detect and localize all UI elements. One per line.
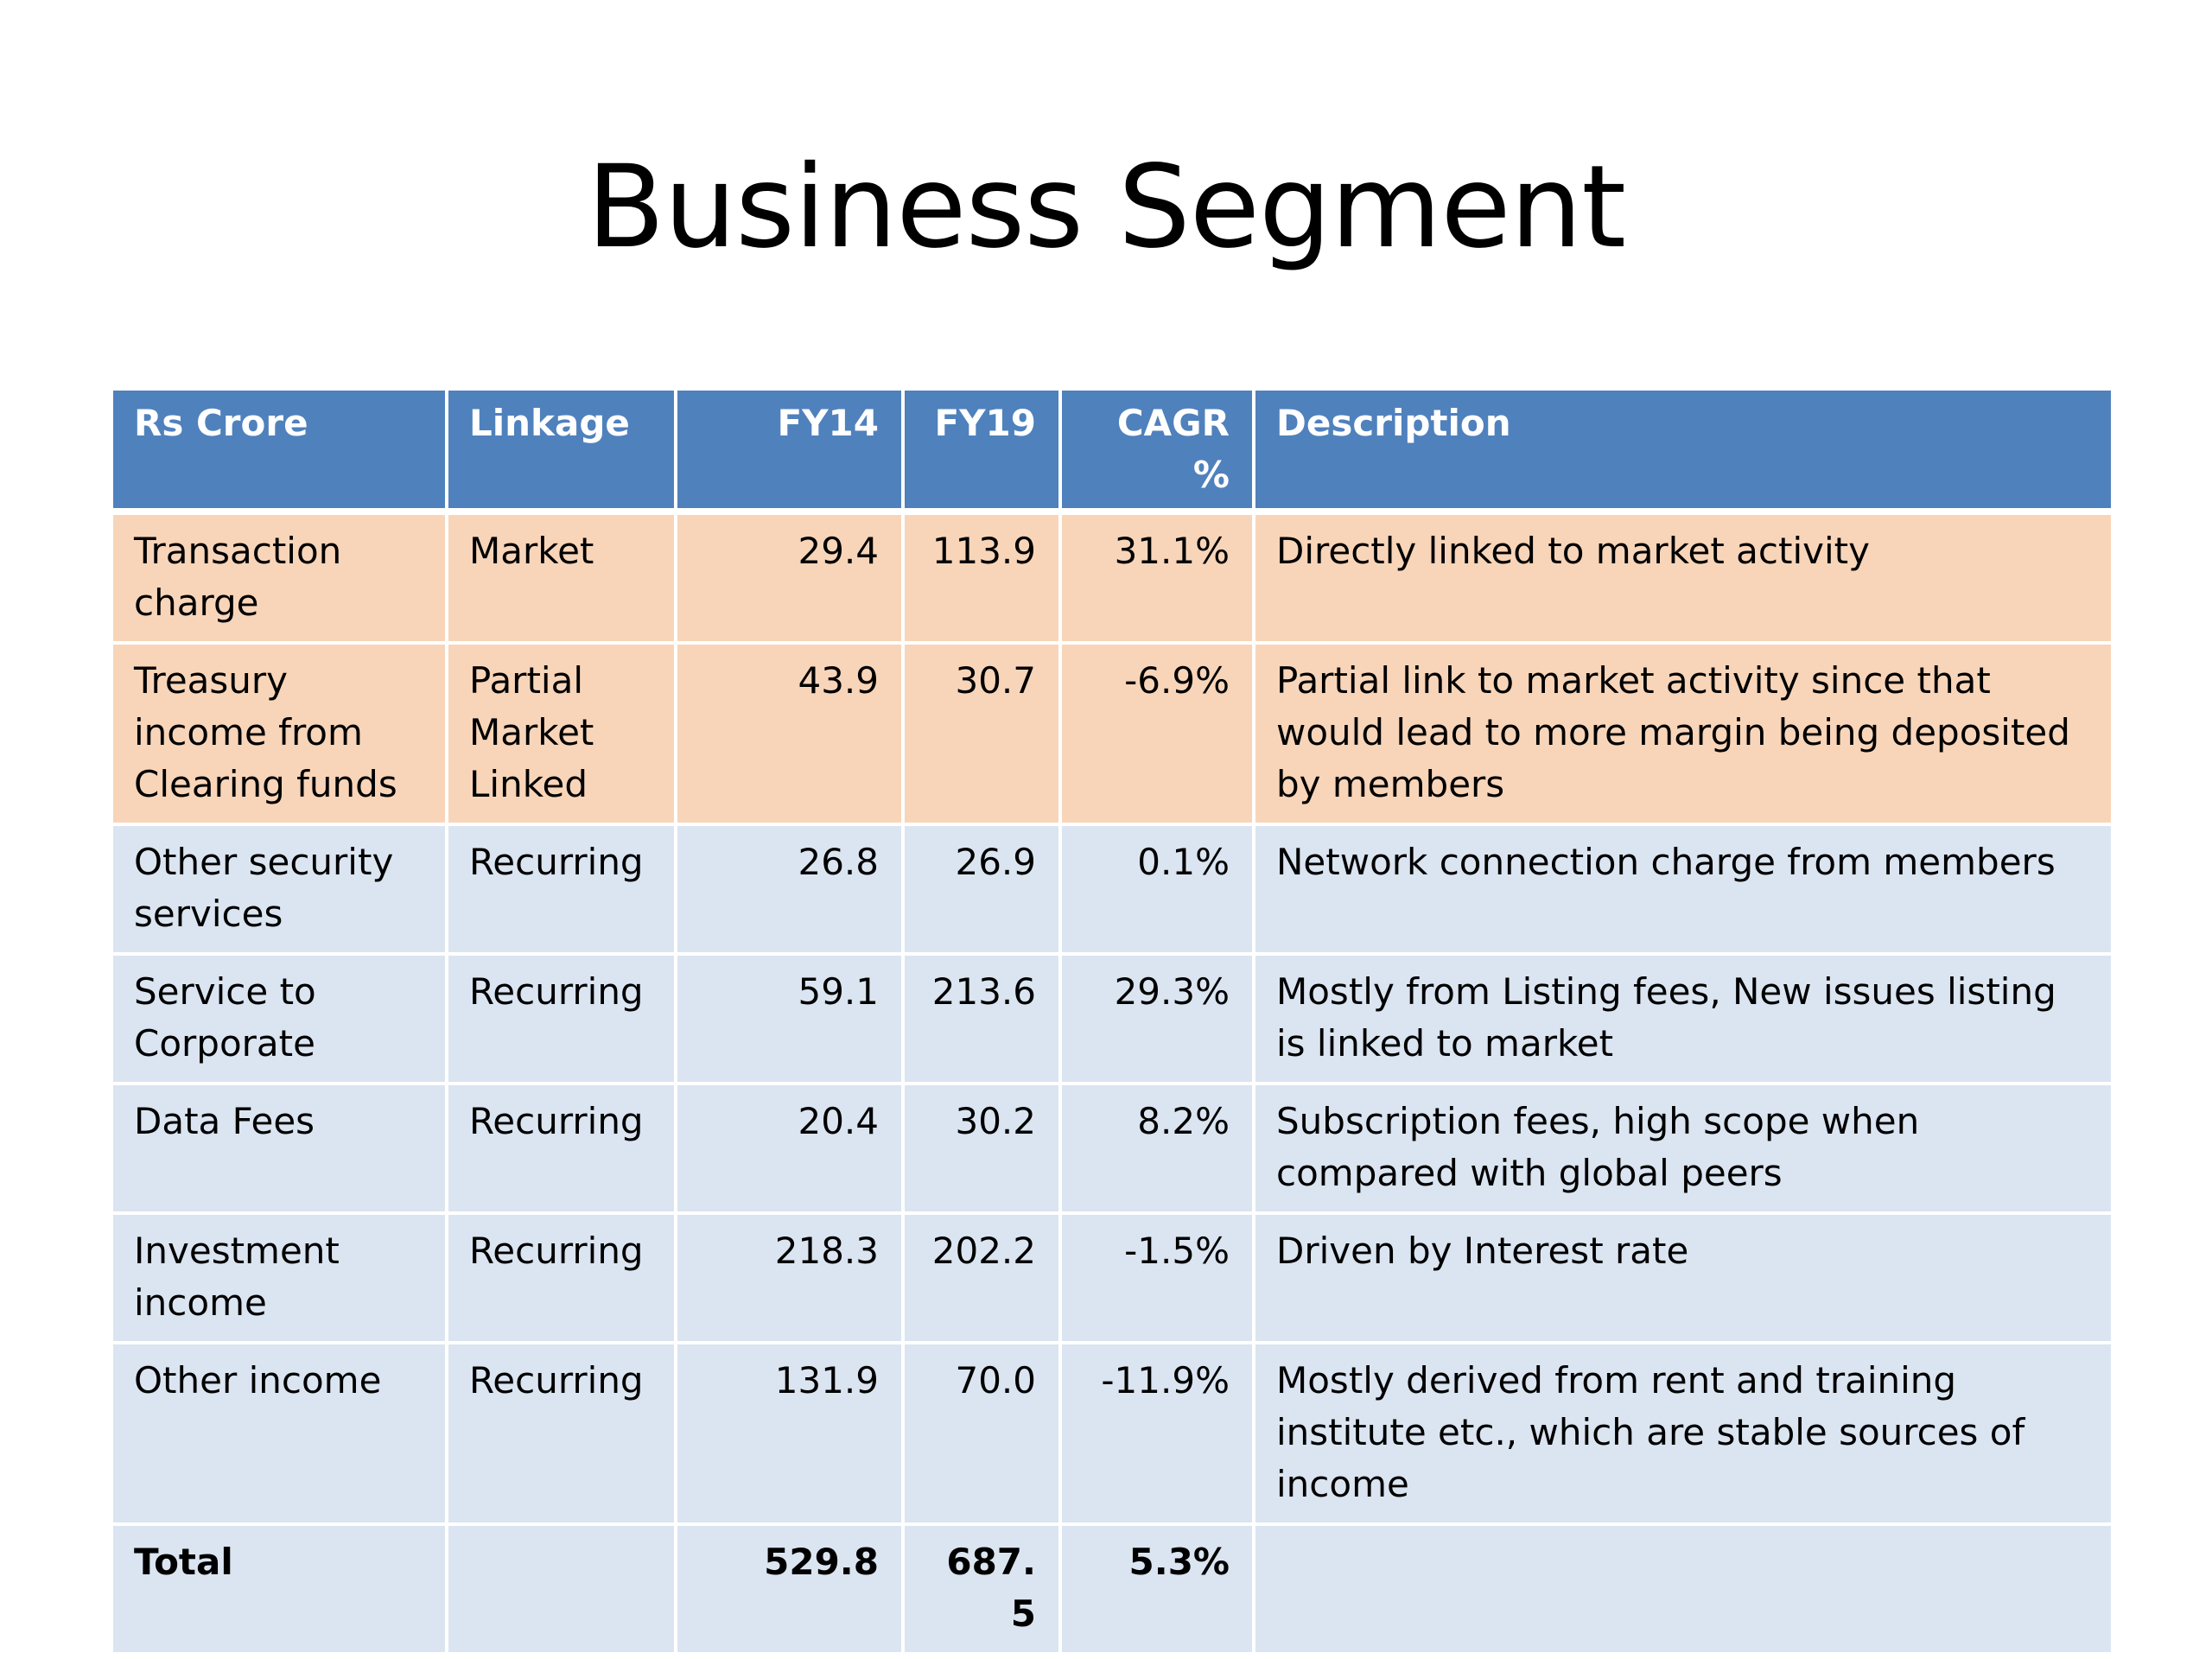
total-row: Total 529.8 687.5 5.3% [113, 1522, 2111, 1656]
total-description [1254, 1522, 2111, 1656]
header-fy19: FY19 [903, 391, 1062, 515]
header-description: Description [1254, 391, 2111, 515]
table-row: Service to Corporate Recurring 59.1 213.6 29… [113, 954, 2111, 1085]
cell-fy14: 43.9 [676, 643, 905, 826]
cell-cagr: 29.3% [1060, 954, 1255, 1085]
cell-cagr: 8.2% [1060, 1084, 1255, 1215]
business-segment-table: Rs Crore Linkage FY14 FY19 CAGR% Descrip… [113, 391, 2111, 1656]
cell-fy14: 26.8 [676, 824, 905, 956]
cell-fy14: 59.1 [676, 954, 905, 1085]
cell-cagr: -11.9% [1060, 1343, 1255, 1526]
cell-segment: Data Fees [113, 1084, 448, 1215]
table-row: Other income Recurring 131.9 70.0 -11.9% Most… [113, 1343, 2111, 1526]
cell-linkage: Recurring [447, 1343, 677, 1526]
cell-linkage: Partial Market Linked [447, 643, 677, 826]
header-cagr: CAGR% [1060, 391, 1255, 515]
cell-linkage: Recurring [447, 1084, 677, 1215]
cell-linkage: Recurring [447, 824, 677, 956]
cell-fy19: 30.2 [903, 1084, 1062, 1215]
cell-fy19: 113.9 [903, 512, 1062, 645]
total-segment: Total [113, 1522, 448, 1656]
total-fy19: 687.5 [903, 1522, 1062, 1656]
cell-description: Network connection charge from members [1254, 824, 2111, 956]
cell-segment: Service to Corporate [113, 954, 448, 1085]
total-fy14: 529.8 [676, 1522, 905, 1656]
cell-fy19: 202.2 [903, 1213, 1062, 1344]
table-header-row: Rs Crore Linkage FY14 FY19 CAGR% Descrip… [113, 391, 2111, 515]
header-rs-crore: Rs Crore [113, 391, 448, 515]
header-fy14: FY14 [676, 391, 905, 515]
cell-cagr: -1.5% [1060, 1213, 1255, 1344]
cell-fy19: 30.7 [903, 643, 1062, 826]
cell-description: Mostly derived from rent and training in… [1254, 1343, 2111, 1526]
cell-fy14: 131.9 [676, 1343, 905, 1526]
cell-segment: Other income [113, 1343, 448, 1526]
cell-fy14: 20.4 [676, 1084, 905, 1215]
cell-description: Mostly from Listing fees, New issues lis… [1254, 954, 2111, 1085]
cell-cagr: 31.1% [1060, 512, 1255, 645]
cell-description: Partial link to market activity since th… [1254, 643, 2111, 826]
cell-segment: Other security services [113, 824, 448, 956]
cell-description: Driven by Interest rate [1254, 1213, 2111, 1344]
slide-title: Business Segment [586, 141, 1626, 274]
total-cagr: 5.3% [1060, 1522, 1255, 1656]
cell-cagr: 0.1% [1060, 824, 1255, 956]
cell-fy19: 26.9 [903, 824, 1062, 956]
table-row: Data Fees Recurring 20.4 30.2 8.2% Subscripti… [113, 1084, 2111, 1215]
cell-segment: Treasury income from Clearing funds [113, 643, 448, 826]
table-row: Investment income Recurring 218.3 202.2 -1.5… [113, 1213, 2111, 1344]
cell-fy19: 213.6 [903, 954, 1062, 1085]
cell-linkage: Market [447, 512, 677, 645]
table-row: Treasury income from Clearing funds Parti… [113, 643, 2111, 826]
cell-linkage: Recurring [447, 954, 677, 1085]
cell-description: Directly linked to market activity [1254, 512, 2111, 645]
table-row: Other security services Recurring 26.8 26.9… [113, 824, 2111, 956]
cell-linkage: Recurring [447, 1213, 677, 1344]
header-linkage: Linkage [447, 391, 677, 515]
table-row: Transaction charge Market 29.4 113.9 31.1% Di… [113, 512, 2111, 645]
cell-fy14: 29.4 [676, 512, 905, 645]
cell-description: Subscription fees, high scope when compa… [1254, 1084, 2111, 1215]
cell-cagr: -6.9% [1060, 643, 1255, 826]
cell-fy14: 218.3 [676, 1213, 905, 1344]
table-body: Transaction charge Market 29.4 113.9 31.1% Di… [113, 512, 2111, 1526]
cell-segment: Transaction charge [113, 512, 448, 645]
cell-fy19: 70.0 [903, 1343, 1062, 1526]
total-linkage [447, 1522, 677, 1656]
cell-segment: Investment income [113, 1213, 448, 1344]
